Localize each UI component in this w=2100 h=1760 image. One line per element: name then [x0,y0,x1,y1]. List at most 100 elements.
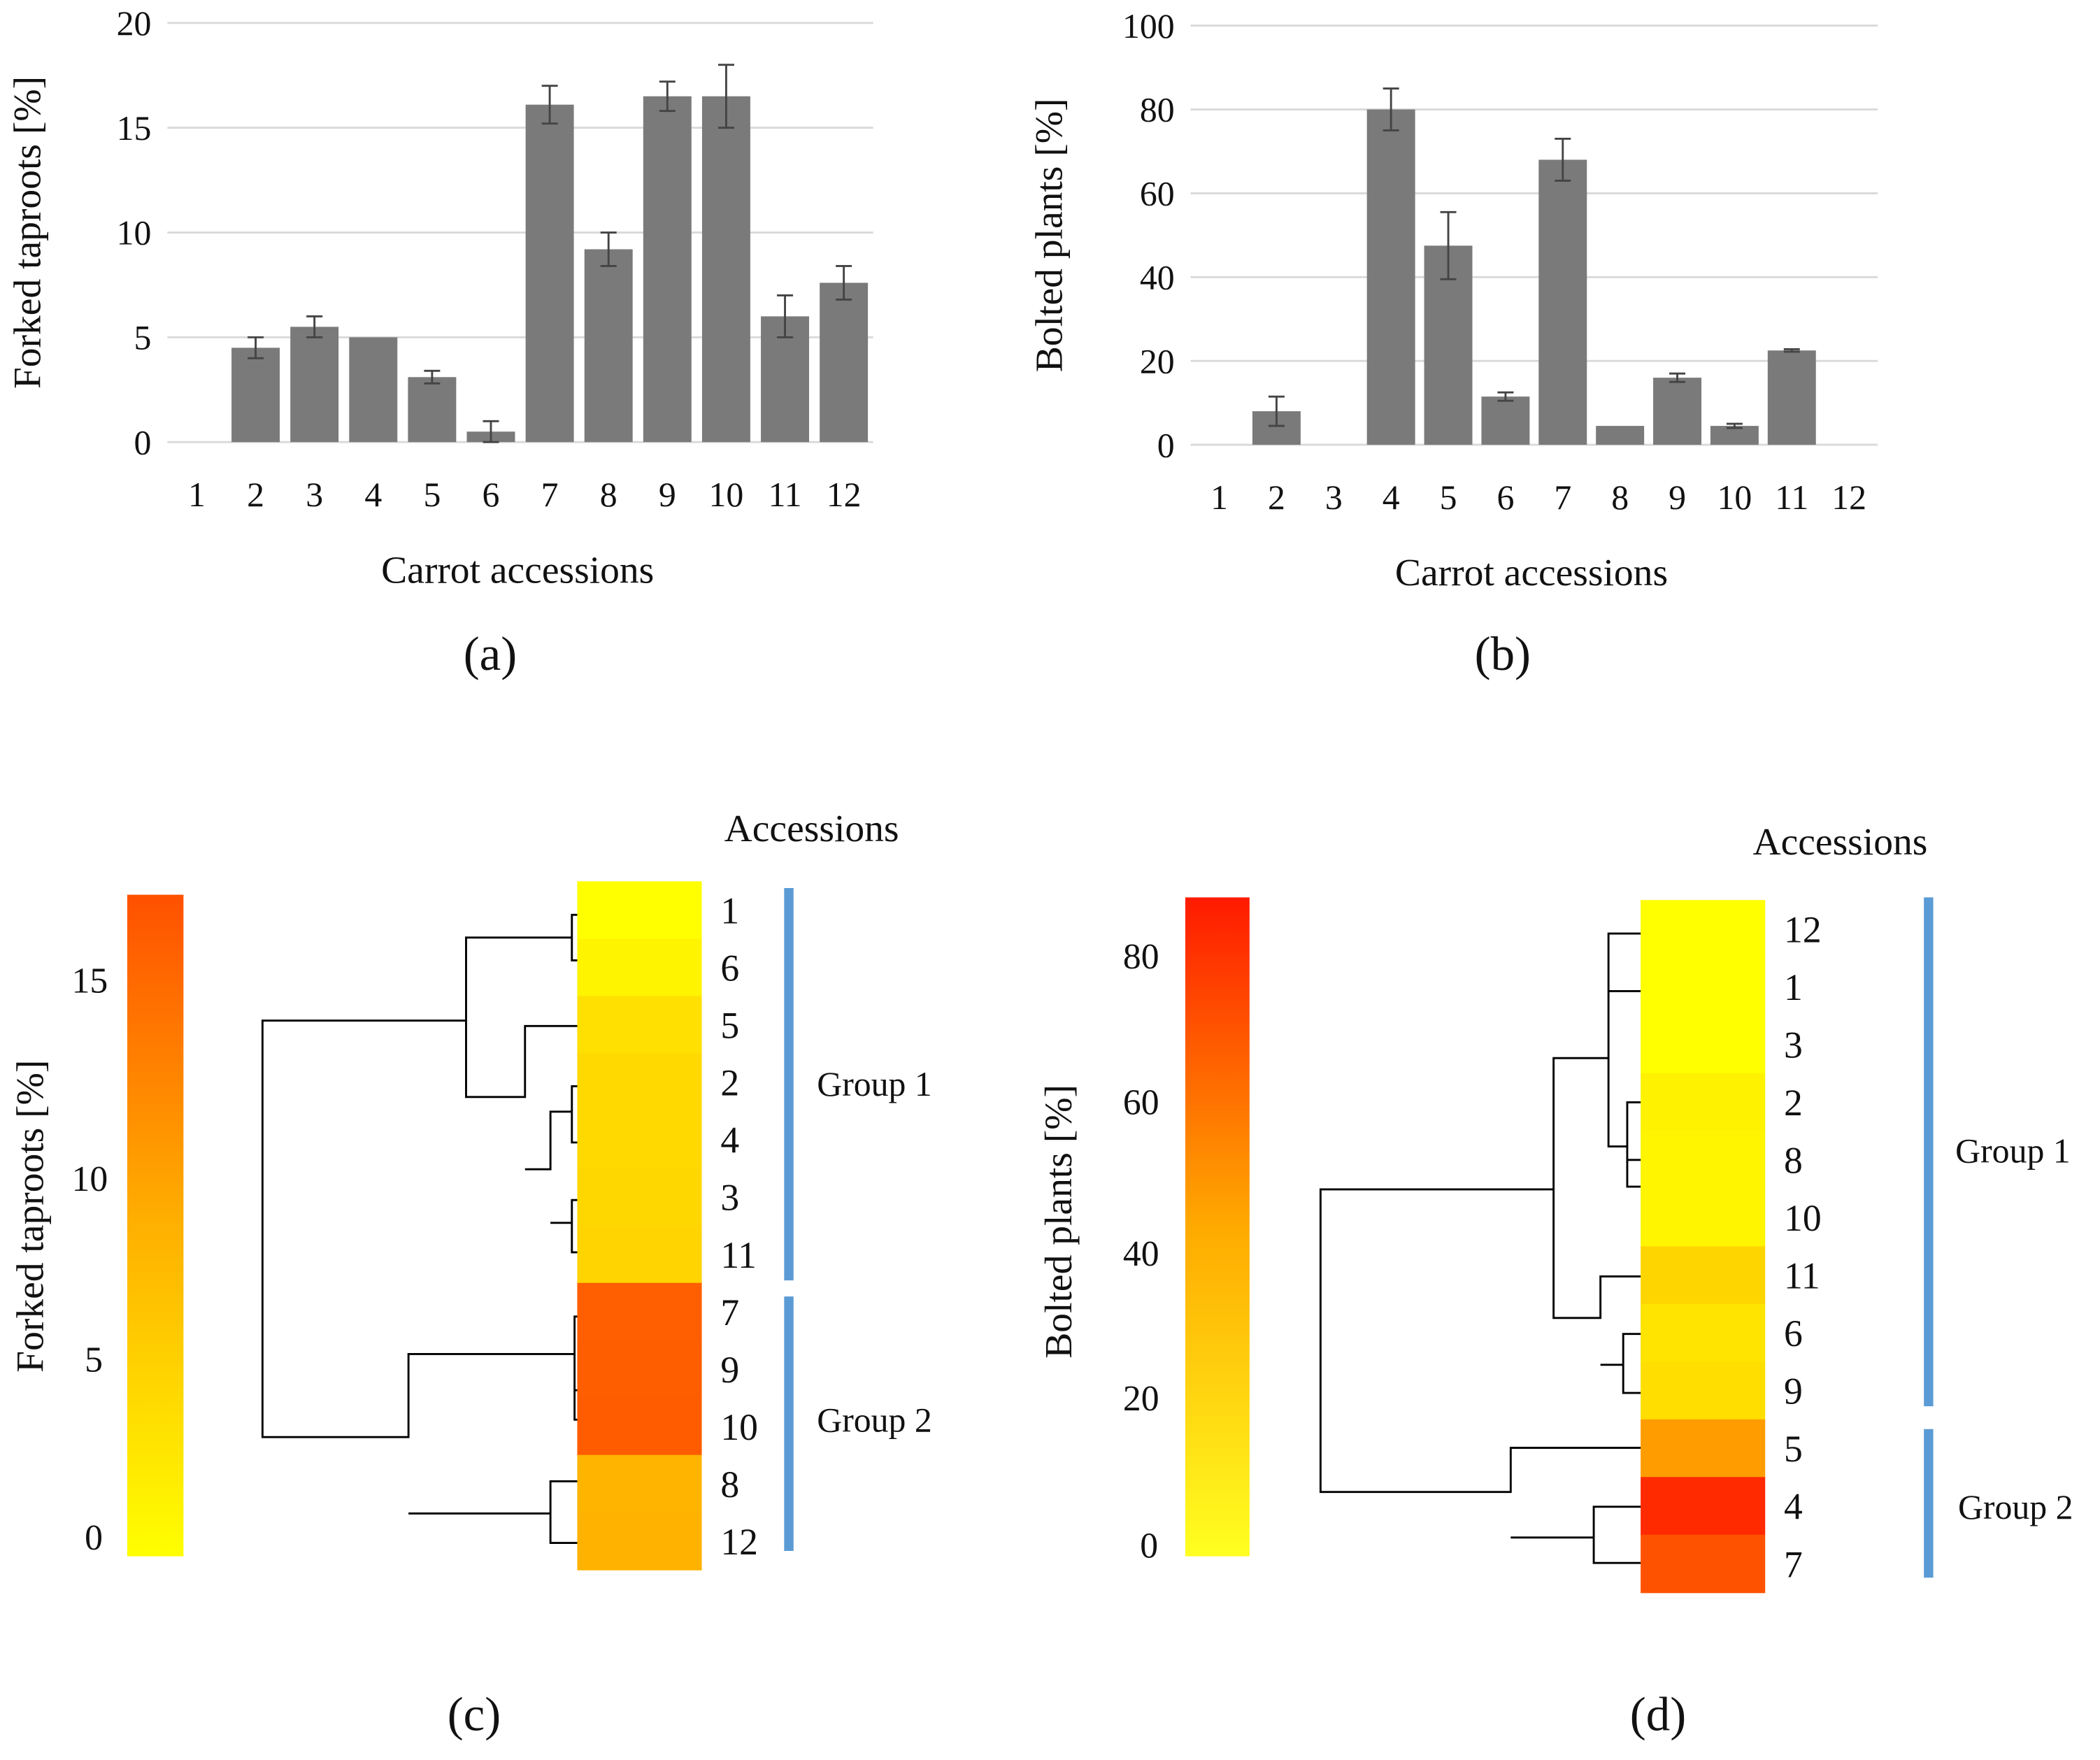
x-tick-label: 5 [423,475,441,514]
y-axis-title: Forked taproots [%] [6,76,49,389]
x-tick-label: 4 [1383,478,1400,517]
row-label: 10 [1784,1197,1822,1239]
error-bar [424,369,441,385]
x-tick-label: 10 [1717,478,1752,517]
y-tick-label: 40 [1140,259,1175,297]
colorbar-tick: 80 [1123,937,1159,977]
x-tick-label: 3 [306,475,323,514]
colorbar-d [1185,897,1250,1557]
row-label: 1 [1784,966,1803,1008]
x-tick-label: 6 [483,475,500,514]
y-tick-label: 80 [1140,91,1175,129]
x-tick-label: 9 [659,475,676,514]
bar [231,348,280,443]
panel-c-heatmap: 0 5 10 15 Forked taproots [%] Accessions… [9,808,932,1571]
y-tick-label: 15 [117,109,152,148]
bar [1710,426,1759,445]
x-tick-label: 1 [1210,478,1228,517]
colorbar-tick: 0 [1140,1526,1158,1566]
error-bar [541,85,558,125]
error-bar [600,231,617,267]
heatmap-cell [577,1225,702,1284]
row-label: 6 [720,947,739,989]
heatmap-cell [1641,1419,1766,1478]
heatmap-cell [1641,1534,1766,1594]
heatmap-cell [1641,900,1766,959]
heatmap-cell [1641,1015,1766,1074]
x-tick-label: 4 [364,475,382,514]
x-tick-label: 12 [1831,478,1866,517]
colorbar-tick: 0 [85,1518,103,1558]
x-tick-label: 8 [600,475,617,514]
row-label: 9 [1784,1371,1803,1412]
y-tick-label: 0 [1157,426,1175,464]
x-tick-label: 9 [1669,478,1686,517]
heatmap-cell [577,1454,702,1513]
colorbar-tick: 20 [1123,1379,1159,1419]
bar [290,327,339,443]
heatmap-cell [577,1512,702,1571]
heatmap-cell [1641,1361,1766,1420]
panel-b-label: (b) [1475,627,1531,680]
y-tick-label: 20 [1140,342,1175,380]
x-tick-label: 11 [1775,478,1808,517]
heatmap-cell [577,1168,702,1226]
x-tick-label: 7 [1554,478,1571,517]
error-bar [306,315,323,338]
heatmap-cell [577,1397,702,1456]
colorbar-label: Bolted plants [%] [1038,1085,1080,1359]
dendrogram-d [1319,932,1641,1564]
row-label: 12 [1784,909,1822,951]
group-label: Group 1 [1955,1132,2071,1171]
x-tick-label: 1 [188,475,206,514]
panel-a-label: (a) [464,627,517,680]
heatmap-title: Accessions [724,808,899,850]
panel-d-heatmap: 0 20 40 60 80 Bolted plants [%] Accessio… [1038,821,2073,1594]
group-label: Group 2 [817,1401,932,1440]
panel-c-label: (c) [448,1688,501,1741]
bar [1767,350,1816,445]
colorbar-tick: 10 [71,1159,108,1199]
colorbar-tick: 15 [71,961,108,1001]
colorbar-c [127,894,184,1557]
row-label: 9 [720,1349,739,1391]
heatmap-cell [577,938,702,997]
bar [1366,109,1415,445]
heatmap-cell [577,1053,702,1112]
y-tick-label: 20 [117,4,152,43]
error-bar [1783,348,1800,353]
row-label: 4 [720,1119,739,1161]
y-axis-title: Bolted plants [%] [1029,98,1071,372]
x-tick-label: 8 [1611,478,1629,517]
row-label: 5 [720,1005,739,1047]
bar [349,337,398,443]
row-label: 11 [1784,1255,1820,1297]
dendrogram-c [261,913,578,1544]
colorbar-tick: 40 [1123,1234,1159,1274]
row-label: 12 [720,1521,758,1563]
row-label: 1 [720,890,739,932]
error-bar [1497,391,1514,402]
heatmap-cell [577,996,702,1054]
y-tick-label: 10 [117,214,152,252]
row-label: 7 [720,1292,739,1333]
bar [584,249,633,443]
bar [525,104,574,443]
row-label: 3 [720,1177,739,1219]
heatmap-cell [1641,1477,1766,1536]
colorbar-tick: 5 [85,1340,103,1380]
bar [1596,426,1645,445]
heatmap-cell [577,1340,702,1398]
bar [1538,159,1587,445]
panel-d-label: (d) [1630,1688,1686,1741]
group-label: Group 1 [817,1065,932,1103]
x-tick-label: 2 [247,475,264,514]
x-tick-label: 6 [1497,478,1514,517]
y-tick-label: 5 [134,319,152,357]
x-tick-label: 7 [541,475,559,514]
row-label: 2 [720,1062,739,1104]
heatmap-cell [1641,1073,1766,1132]
error-bar [836,265,852,301]
row-label: 4 [1784,1486,1803,1528]
heatmap-cell [577,1110,702,1169]
